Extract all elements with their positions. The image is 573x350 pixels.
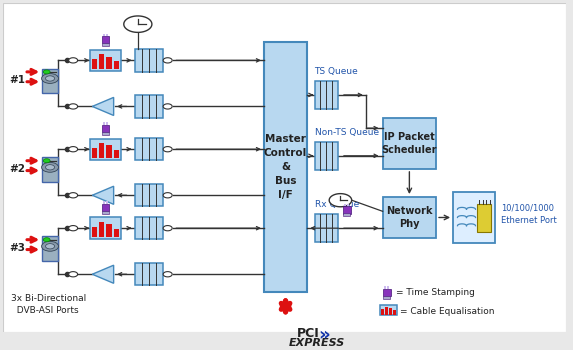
Bar [107, 146, 112, 158]
Text: #2: #2 [10, 164, 26, 174]
Polygon shape [92, 186, 113, 204]
Polygon shape [69, 272, 77, 277]
Bar [92, 148, 97, 158]
Bar [344, 204, 346, 206]
Bar [265, 42, 307, 292]
Polygon shape [329, 194, 352, 207]
Bar [42, 69, 58, 93]
Text: Master
Control
&
Bus
I/F: Master Control & Bus I/F [264, 134, 307, 200]
Bar [107, 57, 112, 69]
Polygon shape [92, 265, 113, 283]
Circle shape [45, 164, 54, 170]
Bar [113, 61, 119, 69]
Text: #1: #1 [10, 75, 26, 85]
Bar [90, 139, 121, 160]
Bar [315, 81, 338, 109]
Bar [92, 60, 97, 69]
Bar [343, 206, 351, 214]
Bar [135, 217, 163, 239]
Polygon shape [163, 193, 172, 198]
Bar [42, 158, 58, 182]
Bar [103, 201, 105, 204]
Polygon shape [69, 104, 77, 109]
Polygon shape [163, 225, 172, 231]
Bar [380, 304, 397, 315]
Bar [101, 125, 109, 132]
Bar [477, 204, 492, 232]
Bar [387, 286, 389, 289]
Circle shape [44, 70, 50, 74]
Bar [383, 296, 390, 299]
Polygon shape [163, 147, 172, 152]
Bar [135, 263, 163, 286]
Text: TS Queue: TS Queue [315, 67, 358, 76]
Bar [102, 43, 109, 46]
Polygon shape [163, 272, 172, 277]
Polygon shape [92, 97, 113, 116]
Circle shape [44, 238, 50, 241]
Polygon shape [163, 104, 172, 109]
Bar [90, 217, 121, 239]
Bar [102, 132, 109, 135]
Bar [90, 50, 121, 71]
Circle shape [42, 241, 58, 251]
Circle shape [44, 159, 50, 163]
Bar [99, 222, 104, 237]
Bar [92, 227, 97, 237]
Text: Network
Phy: Network Phy [386, 206, 433, 229]
Bar [343, 214, 350, 216]
Text: #3: #3 [10, 243, 26, 253]
Bar [383, 289, 391, 296]
Text: Rx Queue: Rx Queue [315, 200, 359, 209]
Text: Non-TS Queue: Non-TS Queue [315, 128, 379, 137]
Circle shape [45, 244, 54, 249]
Bar [103, 122, 105, 125]
Bar [135, 49, 163, 71]
Bar [383, 197, 436, 238]
Text: 3x Bi-Directional
  DVB-ASI Ports: 3x Bi-Directional DVB-ASI Ports [11, 294, 87, 315]
Bar [107, 34, 108, 36]
Bar [385, 307, 388, 315]
Text: = Time Stamping: = Time Stamping [395, 288, 474, 297]
Text: = Cable Equalisation: = Cable Equalisation [399, 307, 494, 316]
Bar [102, 211, 109, 214]
Text: »: » [318, 326, 330, 344]
Text: PCI: PCI [297, 327, 320, 340]
Bar [101, 204, 109, 211]
Bar [389, 308, 392, 315]
Bar [107, 224, 112, 237]
Bar [107, 122, 108, 125]
Polygon shape [69, 58, 77, 63]
Circle shape [42, 74, 58, 83]
Circle shape [45, 76, 54, 81]
Bar [315, 214, 338, 242]
Bar [99, 54, 104, 69]
Bar [393, 310, 395, 315]
Bar [113, 150, 119, 158]
Text: 10/100/1000
Ethernet Port: 10/100/1000 Ethernet Port [501, 204, 556, 225]
Text: EXPRESS: EXPRESS [288, 338, 344, 348]
Bar [107, 201, 108, 204]
Polygon shape [69, 147, 77, 152]
Bar [101, 36, 109, 43]
Bar [135, 95, 163, 118]
Bar [42, 236, 58, 261]
Bar [103, 34, 105, 36]
Polygon shape [163, 58, 172, 63]
Bar [99, 143, 104, 158]
Polygon shape [124, 16, 152, 33]
Bar [113, 229, 119, 237]
Bar [453, 192, 495, 243]
Bar [383, 118, 436, 169]
Bar [315, 142, 338, 170]
Bar [135, 138, 163, 160]
Polygon shape [69, 193, 77, 198]
Polygon shape [69, 225, 77, 231]
Bar [135, 184, 163, 206]
Bar [384, 286, 386, 289]
Text: IP Packet
Scheduler: IP Packet Scheduler [382, 132, 437, 155]
Bar [381, 309, 384, 315]
Circle shape [42, 162, 58, 172]
Bar [347, 204, 349, 206]
